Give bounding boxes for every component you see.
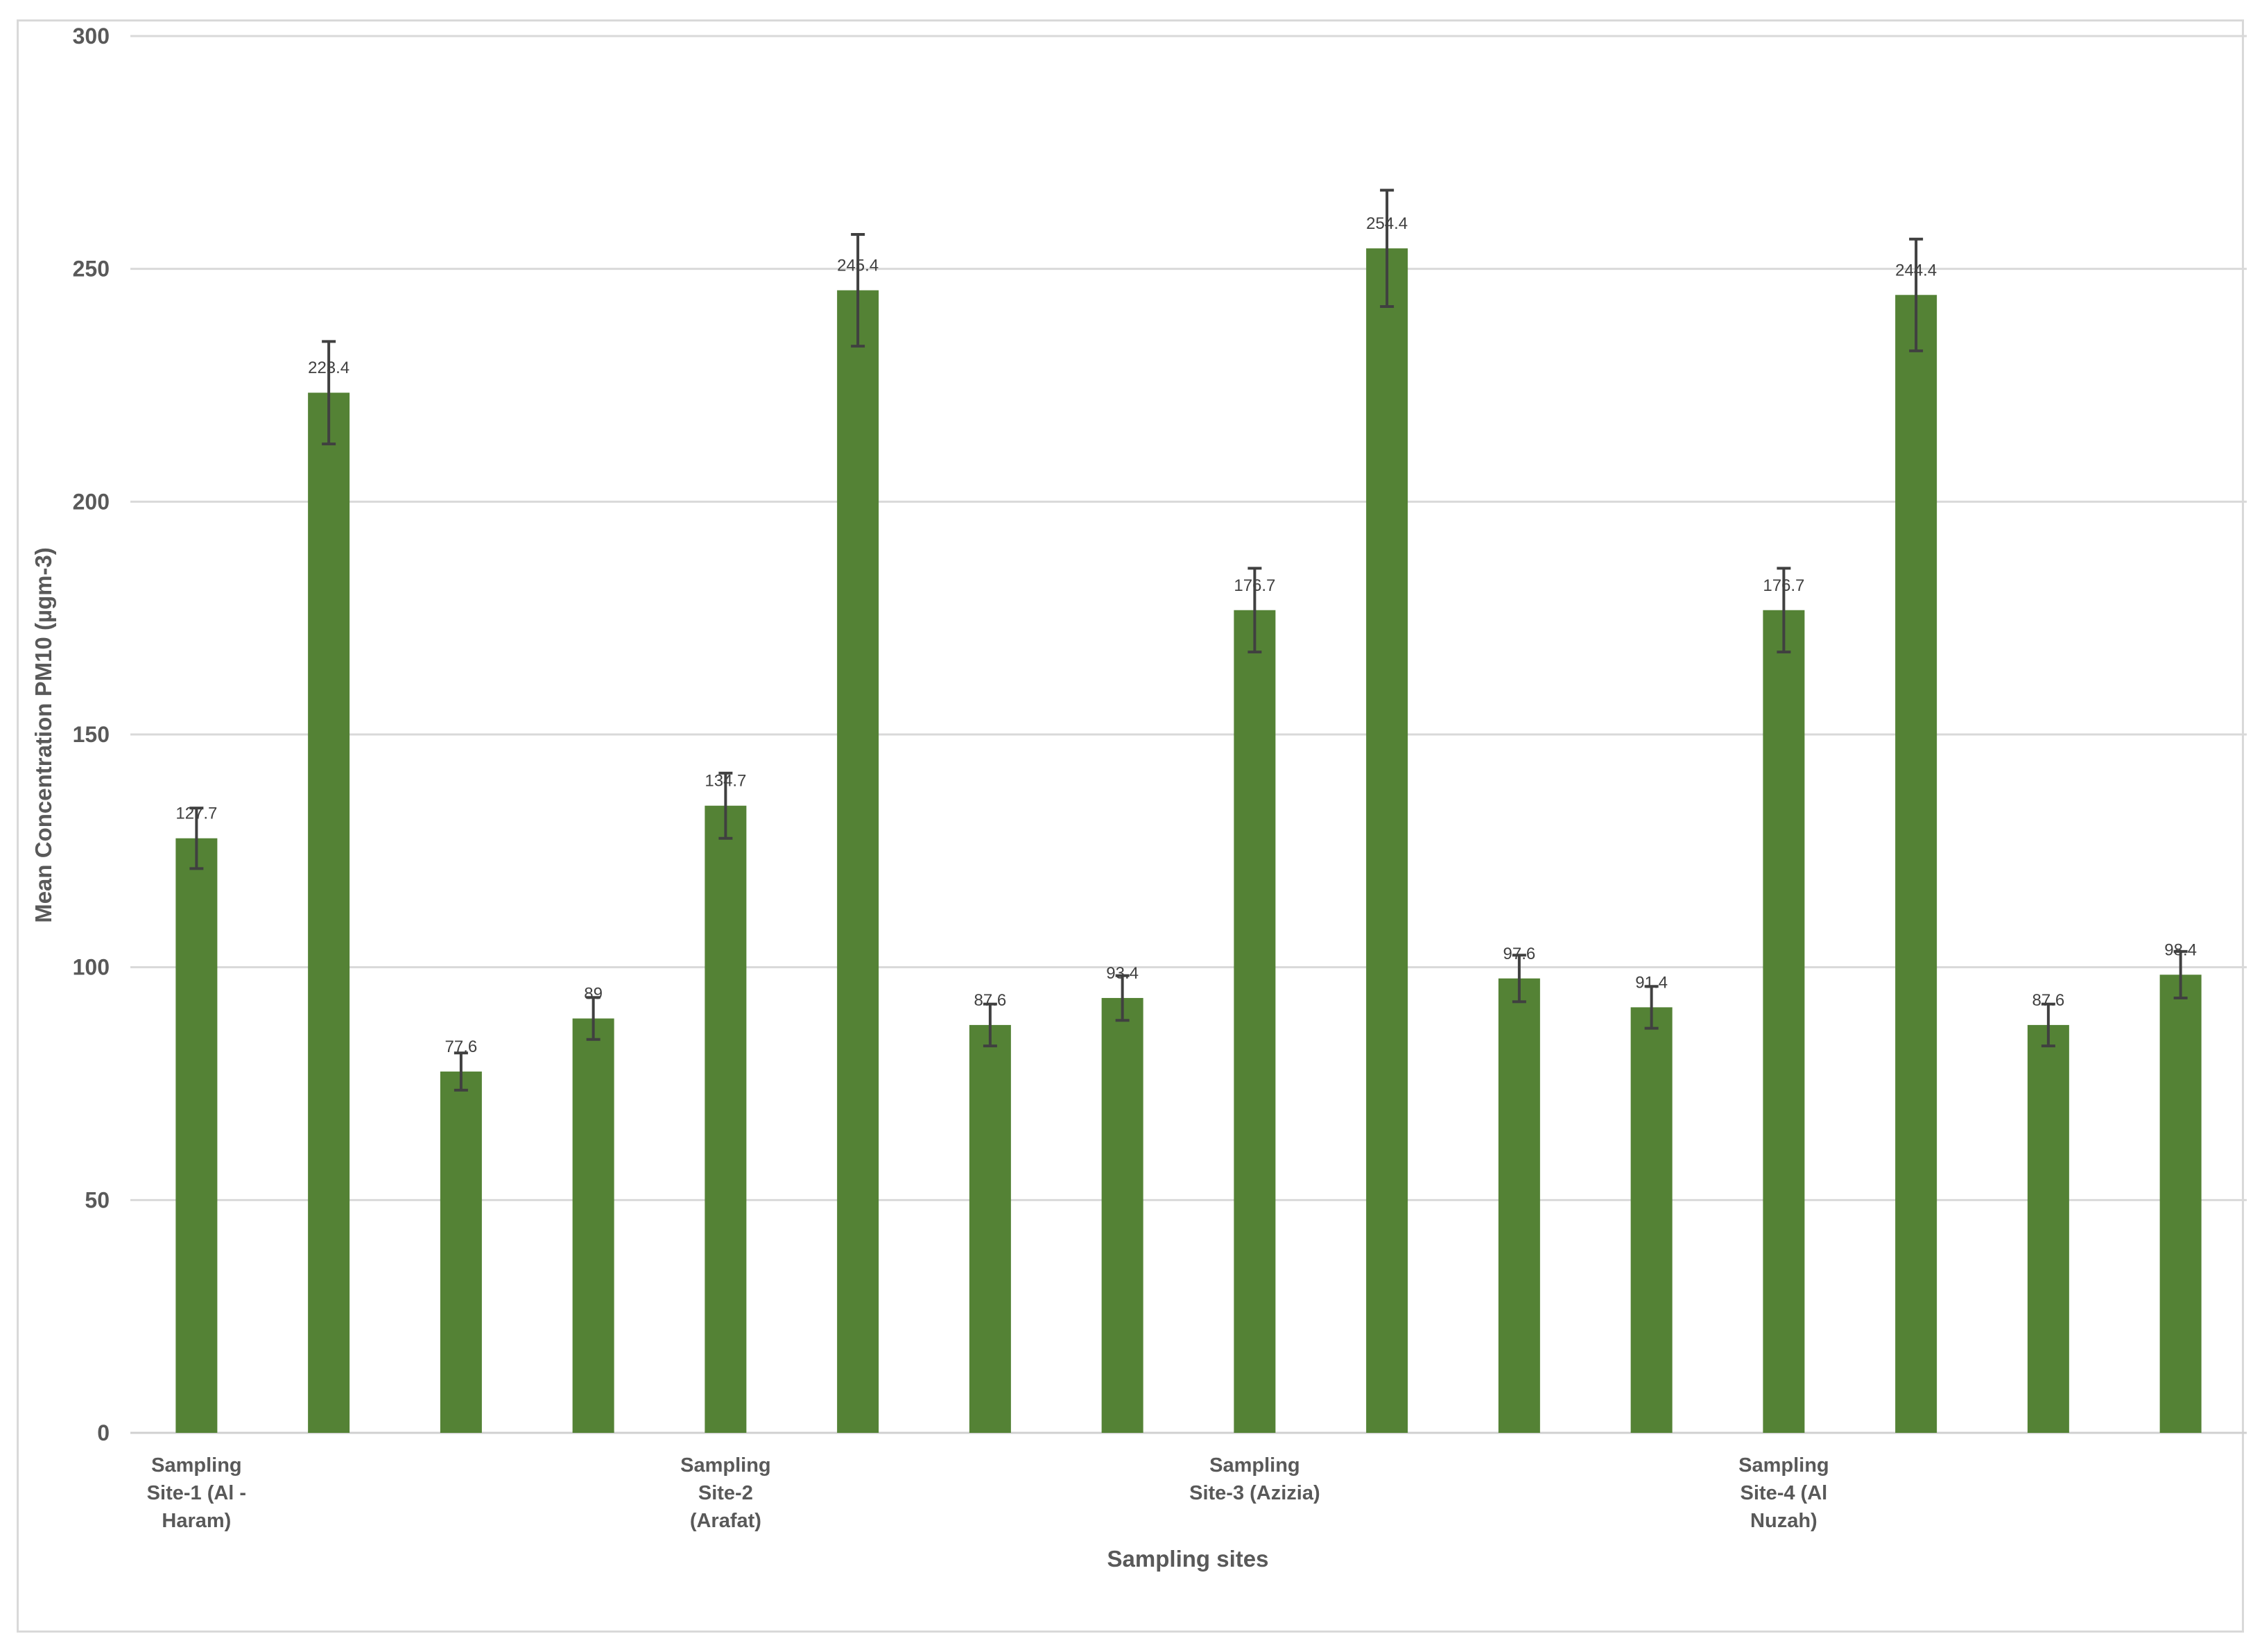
data-label: 93.4: [1106, 964, 1139, 983]
data-label: 245.4: [837, 257, 879, 275]
x-category-label-line: Sampling: [151, 1454, 242, 1477]
data-label: 176.7: [1234, 576, 1275, 595]
data-label: 223.4: [308, 359, 349, 377]
data-label: 127.7: [175, 805, 217, 823]
x-category-label: Sampling Site-4 (Al Nuzah): [1738, 1454, 1829, 1532]
x-category-label-line: Site-1 (Al -: [147, 1482, 246, 1504]
error-bar: [2173, 949, 2188, 999]
error-bar: [1644, 985, 1659, 1030]
y-tick-label: 100: [73, 955, 110, 980]
x-category-label-line: Site-4 (Al: [1741, 1482, 1828, 1504]
data-label: 244.4: [1895, 261, 1937, 279]
error-bar: [454, 1051, 468, 1092]
data-label: 98.4: [2164, 940, 2197, 959]
gridlines: [130, 35, 2247, 1434]
error-bar: [1247, 567, 1262, 654]
bar: [705, 805, 747, 1433]
y-tick-label: 250: [73, 257, 110, 282]
data-label: 87.6: [974, 991, 1007, 1010]
error-bar: [2041, 1002, 2055, 1048]
bar: [1630, 1007, 1673, 1433]
bar: [2027, 1024, 2069, 1433]
y-tick-label: 0: [97, 1420, 110, 1445]
data-labels: 127.7 223.4 77.6 89 134.7 245.4 87.6 93.4 176.7 2…: [175, 214, 2197, 1056]
x-category-label-line: Haram): [162, 1510, 231, 1532]
x-category-label-line: Sampling: [1738, 1454, 1829, 1477]
y-axis-title: Mean Concentration PM10 (µgm-3): [31, 547, 56, 923]
bar: [1366, 248, 1408, 1434]
x-category-label-line: Sampling: [680, 1454, 771, 1477]
error-bars: [189, 189, 2188, 1092]
x-category-label-line: (Arafat): [690, 1510, 761, 1532]
bar: [572, 1018, 614, 1433]
bars: [175, 248, 2202, 1434]
data-label: 134.7: [705, 772, 746, 791]
error-bar: [1380, 189, 1395, 309]
x-category-label: Sampling Site-1 (Al - Haram): [147, 1454, 246, 1532]
error-bar: [322, 340, 336, 446]
bar: [969, 1024, 1011, 1433]
y-tick-label: 150: [73, 722, 110, 747]
x-axis-category-labels: Sampling Site-1 (Al - Haram) Sampling Site-2…: [147, 1454, 1829, 1532]
x-category-label-line: Site-3 (Azizia): [1189, 1482, 1320, 1504]
data-label: 97.6: [1503, 945, 1536, 963]
data-label: 176.7: [1763, 576, 1804, 595]
error-bar: [1512, 954, 1526, 1004]
y-tick-label: 50: [85, 1187, 110, 1212]
data-label: 91.4: [1635, 973, 1668, 992]
error-bar: [1115, 974, 1130, 1022]
bar: [440, 1072, 482, 1433]
error-bar: [586, 996, 601, 1041]
error-bar: [1909, 237, 1924, 352]
y-tick-label: 300: [73, 24, 110, 49]
data-label: 77.6: [445, 1038, 478, 1056]
bar: [837, 290, 879, 1434]
bar: [1498, 978, 1540, 1433]
bar: [1101, 997, 1143, 1433]
bar: [308, 393, 350, 1433]
x-category-label: Sampling Site-3 (Azizia): [1189, 1454, 1320, 1504]
x-axis-title: Sampling sites: [1107, 1546, 1269, 1572]
x-category-label-line: Nuzah): [1750, 1510, 1818, 1532]
y-axis-tick-labels: 0 50 100 150 200 250 300: [73, 24, 110, 1445]
y-tick-label: 200: [73, 489, 110, 514]
data-label: 89: [584, 985, 603, 1004]
data-label: 254.4: [1366, 214, 1408, 233]
bar: [2159, 974, 2202, 1433]
bar: [1895, 295, 1937, 1433]
error-bar: [718, 771, 733, 840]
bar: [1763, 610, 1805, 1433]
bar: [175, 838, 218, 1433]
error-bar: [1777, 567, 1791, 654]
error-bar: [189, 807, 204, 870]
error-bar: [983, 1002, 997, 1048]
bar: [1234, 610, 1276, 1433]
data-label: 87.6: [2032, 991, 2065, 1010]
x-category-label-line: Sampling: [1209, 1454, 1300, 1477]
x-category-label: Sampling Site-2 (Arafat): [680, 1454, 771, 1532]
x-category-label-line: Site-2: [698, 1482, 753, 1504]
error-bar: [851, 232, 865, 348]
